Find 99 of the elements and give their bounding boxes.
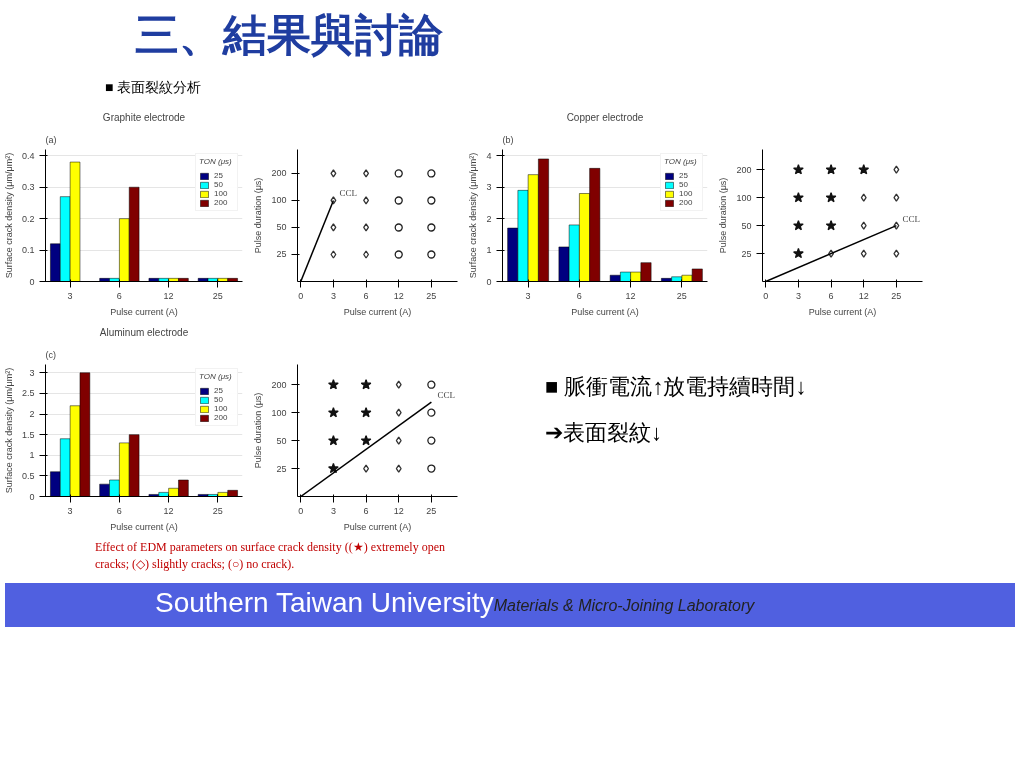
y-axis-title: Pulse duration (μs) <box>253 392 264 469</box>
y-tick-label: 200 <box>271 379 287 390</box>
y-tick-label: 2.5 <box>21 388 35 399</box>
x-tick-label: 3 <box>330 290 336 301</box>
x-tick-label: 0 <box>298 505 304 516</box>
legend-label: 25 <box>214 171 224 180</box>
x-axis-title: Pulse current (A) <box>343 521 412 532</box>
y-tick-label: 100 <box>736 192 752 203</box>
y-tick-label: 50 <box>741 220 752 231</box>
y-axis-title: Surface crack density (μm/μm²) <box>468 152 479 279</box>
y-tick-label: 200 <box>271 168 287 179</box>
x-tick-label: 12 <box>393 505 404 516</box>
x-axis-title: Pulse current (A) <box>808 306 877 317</box>
legend-label: 50 <box>214 395 224 404</box>
legend-title: TON (μs) <box>199 372 233 381</box>
legend-label: 50 <box>679 180 689 189</box>
text: 三、結果與討論 <box>135 10 443 62</box>
legend-label: 50 <box>214 180 224 189</box>
x-tick-label: 25 <box>891 290 902 301</box>
x-axis-title: Pulse current (A) <box>110 306 178 317</box>
y-tick-label: 0 <box>29 491 35 502</box>
y-axis-title: Surface crack density (μm/μm²) <box>3 152 14 279</box>
y-tick-label: 1 <box>486 245 492 256</box>
y-tick-label: 100 <box>271 407 287 418</box>
x-tick-label: 3 <box>67 290 73 301</box>
legend-label: 200 <box>214 413 229 422</box>
x-tick-label: 6 <box>363 290 369 301</box>
annotation: CCL <box>902 213 920 224</box>
legend-label: 100 <box>214 189 229 198</box>
x-tick-label: 25 <box>212 290 223 301</box>
y-tick-label: 0 <box>29 276 35 287</box>
x-axis-title: Pulse current (A) <box>571 306 639 317</box>
y-tick-label: 50 <box>276 435 287 446</box>
y-tick-label: 0.1 <box>21 245 35 256</box>
x-tick-label: 3 <box>67 505 73 516</box>
x-tick-label: 3 <box>795 290 801 301</box>
x-tick-label: 12 <box>163 505 174 516</box>
annotation: CCL <box>339 188 357 199</box>
text: (a) <box>45 134 57 145</box>
text: Southern Taiwan University <box>155 587 494 619</box>
y-tick-label: 0.4 <box>21 150 35 161</box>
x-tick-label: 6 <box>363 505 369 516</box>
y-axis-title: Pulse duration (μs) <box>253 177 264 254</box>
legend-label: 25 <box>679 171 689 180</box>
legend-label: 200 <box>679 198 694 207</box>
y-tick-label: 200 <box>736 164 752 175</box>
y-axis-title: Surface crack density (μm/μm²) <box>3 367 14 494</box>
x-tick-label: 25 <box>426 290 437 301</box>
chart-title: Graphite electrode <box>102 111 186 123</box>
x-tick-label: 25 <box>212 505 223 516</box>
y-tick-label: 25 <box>741 248 752 259</box>
y-tick-label: 2 <box>29 409 35 419</box>
x-tick-label: 25 <box>426 505 437 516</box>
text: Materials & Micro-Joining Laboratory <box>493 597 755 615</box>
text: ■ 脈衝電流↑放電持續時間↓ <box>545 374 807 399</box>
legend-title: TON (μs) <box>199 157 233 166</box>
x-tick-label: 12 <box>163 290 174 301</box>
text: ➔表面裂紋↓ <box>545 420 662 445</box>
legend-label: 100 <box>214 404 229 413</box>
y-tick-label: 1.5 <box>21 429 35 440</box>
y-tick-label: 25 <box>276 249 287 260</box>
x-tick-label: 3 <box>330 505 336 516</box>
y-tick-label: 3 <box>486 182 492 193</box>
y-tick-label: 0.2 <box>21 213 35 224</box>
x-axis-title: Pulse current (A) <box>343 306 412 317</box>
chart-title: Aluminum electrode <box>99 326 189 338</box>
text: ■ 表面裂紋分析 <box>105 78 202 97</box>
legend-label: 100 <box>679 189 694 198</box>
x-tick-label: 25 <box>676 290 687 301</box>
x-tick-label: 3 <box>525 290 531 301</box>
y-tick-label: 25 <box>276 463 287 474</box>
legend-label: 200 <box>214 198 229 207</box>
legend-title: TON (μs) <box>664 157 698 166</box>
text: (c) <box>45 349 56 360</box>
x-axis-title: Pulse current (A) <box>110 521 178 532</box>
y-tick-label: 100 <box>271 195 287 206</box>
y-tick-label: 3 <box>29 367 35 378</box>
y-tick-label: 4 <box>486 150 492 161</box>
x-tick-label: 6 <box>116 505 122 516</box>
text: (b) <box>502 134 514 145</box>
x-tick-label: 0 <box>298 290 304 301</box>
y-tick-label: 0 <box>486 276 492 287</box>
x-tick-label: 6 <box>828 290 834 301</box>
y-tick-label: 0.3 <box>21 182 35 193</box>
x-tick-label: 12 <box>858 290 869 301</box>
y-tick-label: 2 <box>486 213 492 224</box>
y-axis-title: Pulse duration (μs) <box>718 177 729 254</box>
annotation: CCL <box>437 390 455 401</box>
x-tick-label: 6 <box>116 290 122 301</box>
y-tick-label: 50 <box>276 222 287 233</box>
x-tick-label: 6 <box>576 290 582 301</box>
y-tick-label: 1 <box>29 450 35 461</box>
x-tick-label: 12 <box>625 290 636 301</box>
legend-label: 25 <box>214 386 224 395</box>
x-tick-label: 0 <box>763 290 769 301</box>
x-tick-label: 12 <box>393 290 404 301</box>
y-tick-label: 0.5 <box>21 470 35 481</box>
text: Effect of EDM parameters on surface crack density ((★) extremely open cracks; (◇) slightly cracks; (○) no crack). <box>95 539 446 574</box>
chart-title: Copper electrode <box>566 111 644 123</box>
